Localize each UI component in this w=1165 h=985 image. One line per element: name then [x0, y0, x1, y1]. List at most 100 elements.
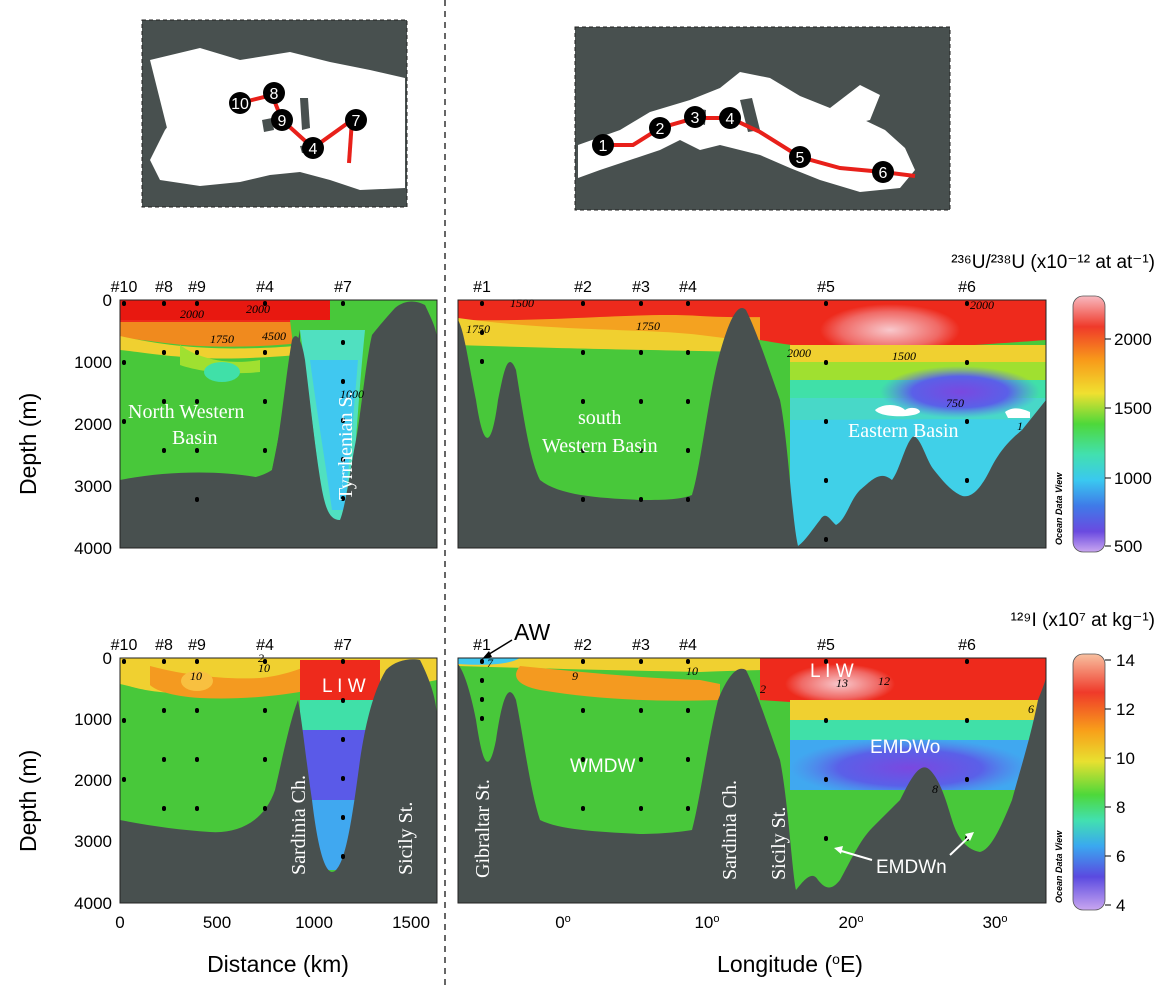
contour-label: 2000: [180, 307, 204, 321]
panel-i-left: 10 10 2 L I W Sardinia Ch. Sicily St. #1…: [111, 637, 438, 904]
colorbar-u-title: ²³⁶U/²³⁸U (x10⁻¹² at at⁻¹): [951, 252, 1155, 273]
panel-i-right: 7 9 10 13 12 2 6 8 L I W WMDW EMDWo EMDW…: [457, 619, 1064, 904]
section-label: #1: [473, 279, 491, 296]
panel-u-right: 1500 1750 1750 2000 2000 1500 750 1 sout…: [457, 279, 1064, 549]
panel-u-right-section-labels: #1 #2 #3 #4 #5 #6: [473, 279, 976, 296]
contour-label: 8: [932, 782, 938, 796]
map-station-label: 7: [352, 113, 361, 130]
region-label: EMDWn: [876, 857, 947, 878]
section-label: #4: [256, 279, 274, 296]
colorbar-tick-label: 4: [1116, 896, 1125, 915]
panel-u-left-section-labels: #10 #8 #9 #4 #7: [111, 279, 352, 296]
tick-label: 0: [103, 649, 112, 668]
section-label: #3: [632, 637, 650, 654]
section-label: #4: [679, 279, 697, 296]
tick-label-lon: 10o: [694, 913, 719, 932]
contour-label: 1750: [466, 322, 490, 336]
y-axis-label: Depth (m): [15, 393, 41, 495]
map-station-marker: [872, 161, 894, 183]
map-station-label: 9: [278, 113, 287, 130]
map-station-marker: [345, 109, 367, 131]
region-label: Basin: [172, 427, 218, 449]
region-label: Tyrrhenian S.: [335, 391, 357, 500]
contour-label: 9: [572, 669, 578, 683]
colorbar-tick-label: 8: [1116, 798, 1125, 817]
map-station-marker: [271, 109, 293, 131]
contour-label: 10: [190, 669, 202, 683]
contour-label: 10: [258, 661, 270, 675]
region-label: Gibraltar St.: [472, 779, 494, 878]
contour-label: 1000: [340, 387, 364, 401]
contour-label: 7: [487, 656, 494, 670]
odv-watermark: Ocean Data View: [1054, 472, 1064, 545]
map-station-marker: [649, 117, 671, 139]
y-axis-label: Depth (m): [15, 750, 41, 852]
arrow-emdwn-right: [949, 835, 971, 856]
region-label: Sardinia Ch.: [288, 775, 310, 875]
x-axis-label-left: Distance (km): [207, 951, 349, 977]
section-label: #5: [817, 637, 835, 654]
section-label: #10: [111, 279, 138, 296]
contour-label: 10: [686, 664, 698, 678]
section-label: #4: [679, 637, 697, 654]
panel-u-right-station-profiles: [480, 301, 969, 542]
odv-watermark: Ocean Data View: [1054, 830, 1064, 903]
map-station-marker: [263, 82, 285, 104]
map-station-marker: [229, 92, 251, 114]
region-label: Eastern Basin: [848, 420, 959, 442]
colorbar-i-ticks: [1105, 659, 1111, 906]
region-label: Sicily St.: [768, 807, 790, 880]
x-axis-label-right: Longitude (oE): [717, 951, 863, 977]
arrowhead: [834, 846, 843, 854]
tick-label: 0: [115, 913, 124, 932]
contour-label: 1: [1017, 419, 1023, 433]
colorbar-i: 14 12 10 8 6 4: [1072, 651, 1135, 915]
longitude-axis: 0o 10o 20o 30o: [555, 913, 1007, 932]
tick-label: 1000: [74, 353, 112, 372]
region-label: AW: [514, 619, 550, 645]
tick-label: 2000: [74, 415, 112, 434]
tick-label: 1000: [74, 710, 112, 729]
map-station-label: 4: [309, 141, 318, 158]
contour-label: 1500: [892, 349, 916, 363]
map-mediterranean-station-markers: [592, 106, 894, 183]
region-label: WMDW: [570, 756, 635, 777]
map-station-label: 8: [270, 86, 279, 103]
map-station-marker: [719, 107, 741, 129]
colorbar-tick-label: 10: [1116, 749, 1135, 768]
section-label: #2: [574, 279, 592, 296]
tick-label-lon: 0o: [555, 913, 571, 932]
contour-label: 2000: [246, 302, 270, 316]
map-station-marker: [592, 134, 614, 156]
map-station-label: 6: [879, 165, 888, 182]
colorbar-u-ticks: [1105, 338, 1111, 547]
region-label: south: [578, 407, 621, 429]
region-label: Sardinia Ch.: [719, 780, 741, 880]
section-label: #10: [111, 637, 138, 654]
map-station-marker: [684, 106, 706, 128]
contour-label: 2000: [970, 298, 994, 312]
contour-label: 6: [1028, 702, 1034, 716]
tick-label-lon: 30o: [982, 913, 1007, 932]
panel-i-left-section-labels: #10 #8 #9 #4 #7: [111, 637, 352, 654]
colorbar-tick-label: 1500: [1114, 399, 1152, 418]
section-label: #4: [256, 637, 274, 654]
tick-label: 0: [103, 291, 112, 310]
tick-label: 3000: [74, 477, 112, 496]
section-label: #6: [958, 637, 976, 654]
panel-i-right-section-labels: #1 #2 #3 #4 #5 #6: [473, 637, 976, 654]
tick-label: 500: [203, 913, 231, 932]
map-station-marker: [302, 137, 324, 159]
section-label: #7: [334, 637, 352, 654]
colorbar-i-title: ¹²⁹I (x10⁷ at kg⁻¹): [1011, 610, 1155, 631]
contour-label: 2: [760, 682, 766, 696]
contour-label: 1750: [210, 332, 234, 346]
colorbar-tick-label: 6: [1116, 847, 1125, 866]
contour-label: 12: [878, 674, 890, 688]
map-station-label: 4: [726, 111, 735, 128]
colorbar-tick-label: 2000: [1114, 330, 1152, 349]
tick-label: 2000: [74, 771, 112, 790]
section-label: #7: [334, 279, 352, 296]
colorbar-tick-label: 12: [1116, 700, 1135, 719]
